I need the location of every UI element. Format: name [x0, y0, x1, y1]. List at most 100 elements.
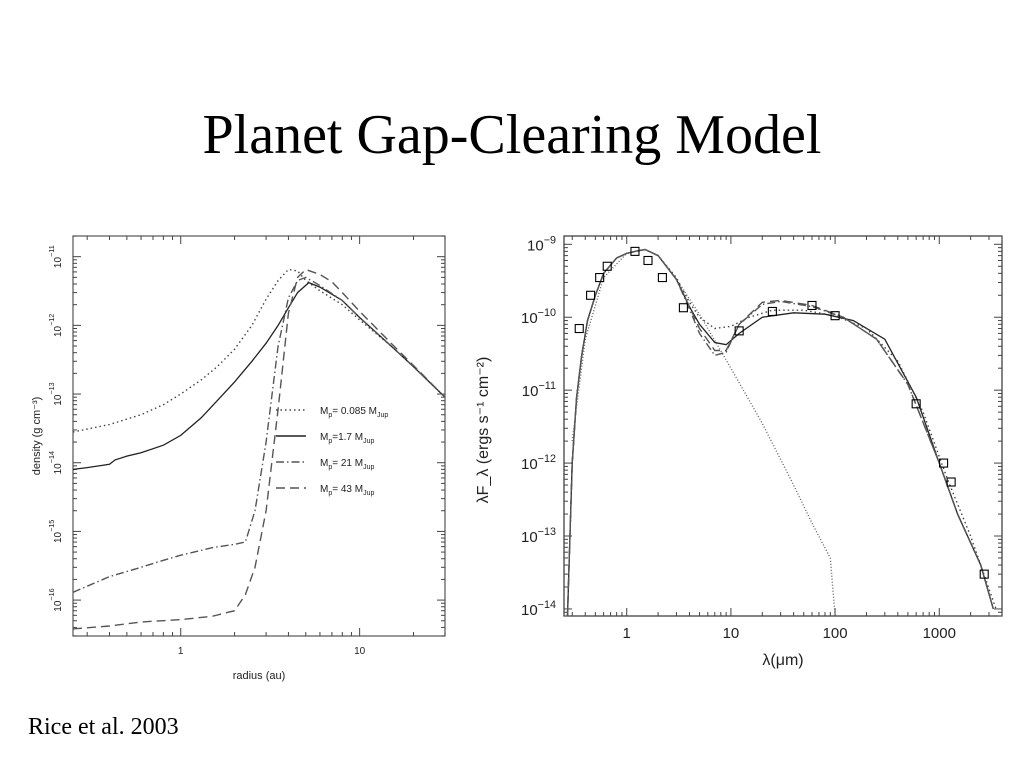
series-line-3	[566, 248, 994, 617]
y-tick-mantissa: 10	[53, 532, 64, 544]
series-line-1	[72, 281, 446, 471]
y-tick-exponent: −14	[538, 599, 556, 611]
y-tick-mantissa: 10	[53, 325, 64, 337]
observation-point	[643, 255, 653, 266]
observation-point	[767, 306, 777, 317]
slide-title: Planet Gap-Clearing Model	[202, 104, 822, 166]
observation-point	[939, 458, 949, 468]
y-tick-mantissa: 10	[521, 602, 538, 619]
legend-label-main: M	[320, 484, 328, 495]
left-plot-frame	[72, 235, 446, 637]
y-tick-exponent: −16	[47, 588, 56, 600]
legend-label: Mp=1.7 MJup	[320, 432, 375, 445]
legend-label-sub2: Jup	[377, 412, 388, 419]
y-tick-exponent: −9	[544, 234, 556, 246]
y-tick-exponent: −11	[47, 245, 56, 257]
observation-point	[678, 303, 688, 313]
y-tick-mantissa: 10	[53, 600, 64, 612]
y-tick-mantissa: 10	[521, 456, 538, 473]
right-observations	[574, 246, 989, 579]
x-tick-label: 10	[354, 646, 366, 657]
observation-point	[946, 477, 956, 487]
y-tick-label: 10−9	[527, 234, 556, 254]
legend-label-main: M	[320, 406, 328, 417]
series-line-0	[566, 248, 994, 617]
series-line-3	[72, 268, 446, 630]
y-tick-exponent: −11	[538, 380, 556, 392]
legend-label-main: M	[320, 458, 328, 469]
right-plot-frame	[563, 235, 1003, 617]
legend-label-sub2: Jup	[363, 438, 374, 445]
y-tick-mantissa: 10	[53, 463, 64, 475]
y-tick-mantissa: 10	[53, 257, 64, 269]
right-y-axis-label: λF_λ (ergs s⁻¹ cm⁻²)	[475, 357, 492, 504]
y-tick-mantissa: 10	[521, 310, 538, 327]
x-tick-label: 100	[823, 625, 848, 642]
y-tick-label: 10−13	[521, 526, 556, 546]
observation-point	[830, 311, 840, 321]
observation-point	[807, 300, 817, 311]
right-series	[566, 248, 997, 617]
legend-label-sub: p	[328, 412, 332, 419]
legend-label: Mp= 0.085 MJup	[320, 406, 388, 419]
series-line-2	[72, 276, 446, 593]
observation-point	[630, 246, 640, 256]
legend-label-sub: p	[328, 464, 332, 471]
y-tick-label: 10−13	[47, 382, 64, 405]
x-tick-label: 10	[723, 625, 740, 642]
observation-point	[911, 399, 921, 409]
x-tick-label: 1000	[923, 625, 956, 642]
observation-point	[979, 569, 989, 579]
legend-label-sub2: Jup	[363, 490, 374, 497]
y-tick-mantissa: 10	[53, 394, 64, 406]
y-tick-label: 10−15	[47, 520, 64, 543]
y-tick-label: 10−11	[47, 245, 64, 268]
y-tick-mantissa: 10	[522, 383, 539, 400]
y-tick-label: 10−12	[521, 453, 556, 473]
y-tick-exponent: −14	[47, 451, 56, 463]
y-tick-exponent: −12	[47, 314, 56, 326]
y-tick-label: 10−12	[47, 314, 64, 337]
x-tick-label: 1	[178, 646, 184, 657]
legend-label-mid: =1.7 M	[332, 432, 363, 443]
legend-label-sub2: Jup	[363, 464, 374, 471]
observation-point	[574, 323, 584, 334]
series-line-0	[72, 268, 446, 433]
y-tick-mantissa: 10	[521, 529, 538, 546]
observation-point	[586, 290, 596, 300]
legend-label-sub: p	[328, 438, 332, 445]
y-tick-exponent: −13	[538, 526, 556, 538]
y-tick-exponent: −15	[47, 520, 56, 532]
y-tick-exponent: −13	[47, 382, 56, 394]
y-tick-label: 10−14	[521, 599, 556, 619]
legend-label-sub: p	[328, 490, 332, 497]
legend-label-mid: = 43 M	[332, 484, 363, 495]
left-y-axis-label: density (g cm⁻³)	[31, 397, 43, 476]
left-x-axis-label: radius (au)	[233, 670, 286, 682]
x-tick-label: 1	[623, 625, 631, 642]
y-tick-exponent: −10	[538, 307, 556, 319]
left-series	[72, 268, 446, 630]
legend-label: Mp= 21 MJup	[320, 458, 375, 471]
y-tick-label: 10−16	[47, 588, 64, 611]
series-line-2	[566, 248, 994, 617]
observation-point	[602, 261, 612, 271]
density-profile-chart: radius (au) density (g cm⁻³) 1 1010−1610−…	[31, 235, 446, 682]
series-line-1	[566, 248, 997, 617]
sed-chart: λ(μm) λF_λ (ergs s⁻¹ cm⁻²) 1 10 100 100010−…	[475, 234, 1003, 669]
y-tick-exponent: −12	[538, 453, 556, 465]
series-line-4	[571, 248, 836, 617]
y-tick-mantissa: 10	[527, 237, 544, 254]
y-tick-label: 10−11	[522, 380, 556, 400]
legend-label-mid: = 0.085 M	[332, 406, 377, 417]
legend-label-main: M	[320, 432, 328, 443]
legend-label: Mp= 43 MJup	[320, 484, 375, 497]
right-x-axis-label: λ(μm)	[762, 652, 803, 669]
y-tick-label: 10−10	[521, 307, 556, 327]
observation-point	[595, 273, 605, 283]
observation-point	[734, 326, 744, 336]
